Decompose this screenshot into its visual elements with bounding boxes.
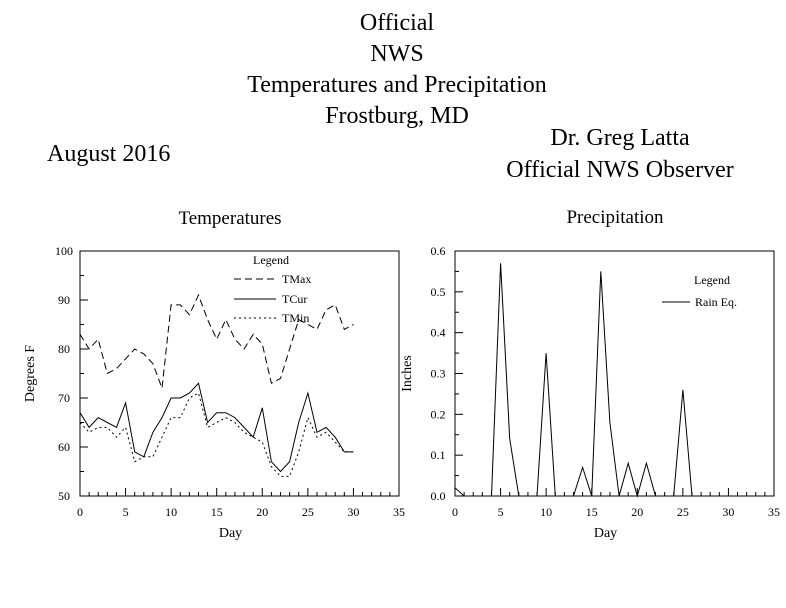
x-tick-label: 25 — [302, 505, 314, 519]
y-axis-label: Degrees F — [23, 345, 38, 402]
x-tick-label: 0 — [452, 505, 458, 519]
x-tick-label: 10 — [165, 505, 177, 519]
y-tick-label: 0.3 — [431, 367, 446, 381]
y-tick-label: 70 — [58, 391, 70, 405]
x-tick-label: 25 — [677, 505, 689, 519]
observer-role: Official NWS Observer — [506, 157, 734, 183]
series-line-tcur — [79, 382, 354, 473]
x-tick-label: 15 — [211, 505, 223, 519]
title-line-2: NWS — [370, 41, 424, 67]
x-axis-label: Day — [594, 526, 617, 541]
series-line-tmin — [79, 392, 354, 477]
plot-frame — [79, 250, 400, 497]
x-axis-label: Day — [219, 526, 242, 541]
x-tick-label: 30 — [347, 505, 359, 519]
observer-block: Dr. Greg Latta Official NWS Observer — [460, 122, 780, 186]
title-line-1: Official — [359, 10, 435, 36]
y-tick-label: 90 — [58, 293, 70, 307]
x-tick-label: 30 — [722, 505, 734, 519]
y-tick-label: 0.6 — [431, 244, 446, 258]
x-tick-label: 20 — [256, 505, 268, 519]
y-tick-label: 80 — [58, 342, 70, 356]
x-tick-label: 15 — [586, 505, 598, 519]
x-tick-label: 20 — [631, 505, 643, 519]
y-tick-label: 50 — [58, 489, 70, 503]
month-label: August 2016 — [47, 141, 171, 167]
series-line-tmax — [79, 293, 354, 389]
x-tick-label: 5 — [123, 505, 129, 519]
chart-title: Temperatures — [178, 208, 281, 229]
x-tick-label: 10 — [540, 505, 552, 519]
y-tick-label: 60 — [58, 440, 70, 454]
temperature-chart: Temperatures Day Degrees F 0 5 10 15 20 25 30 35 50… — [23, 208, 405, 541]
y-tick-label: 0.2 — [431, 407, 446, 421]
legend-entry: TCur — [282, 292, 307, 306]
legend-title: Legend — [694, 273, 730, 287]
x-tick-label: 35 — [768, 505, 780, 519]
y-tick-label: 0.0 — [431, 489, 446, 503]
legend-title: Legend — [253, 253, 289, 267]
title-line-3: Temperatures and Precipitation — [247, 72, 547, 98]
title-line-4: Frostburg, MD — [325, 103, 469, 129]
x-tick-label: 5 — [498, 505, 504, 519]
y-tick-label: 0.5 — [431, 285, 446, 299]
legend-entry: Rain Eq. — [695, 295, 737, 309]
y-tick-label: 0.1 — [431, 448, 446, 462]
legend-entry: TMin — [282, 311, 309, 325]
chart-title: Precipitation — [566, 207, 664, 228]
y-tick-label: 0.4 — [431, 326, 446, 340]
main-title: Official NWS Temperatures and Precipitat… — [0, 8, 786, 132]
precipitation-chart: Precipitation Day Inches 0 5 10 15 20 25 30 35 0.0 0… — [400, 207, 780, 541]
y-tick-label: 100 — [55, 244, 73, 258]
series-line-rain-eq — [454, 263, 729, 498]
legend-entry: TMax — [282, 272, 311, 286]
x-tick-label: 35 — [393, 505, 405, 519]
y-axis-label: Inches — [400, 355, 415, 392]
x-tick-label: 0 — [77, 505, 83, 519]
observer-name: Dr. Greg Latta — [550, 125, 690, 151]
